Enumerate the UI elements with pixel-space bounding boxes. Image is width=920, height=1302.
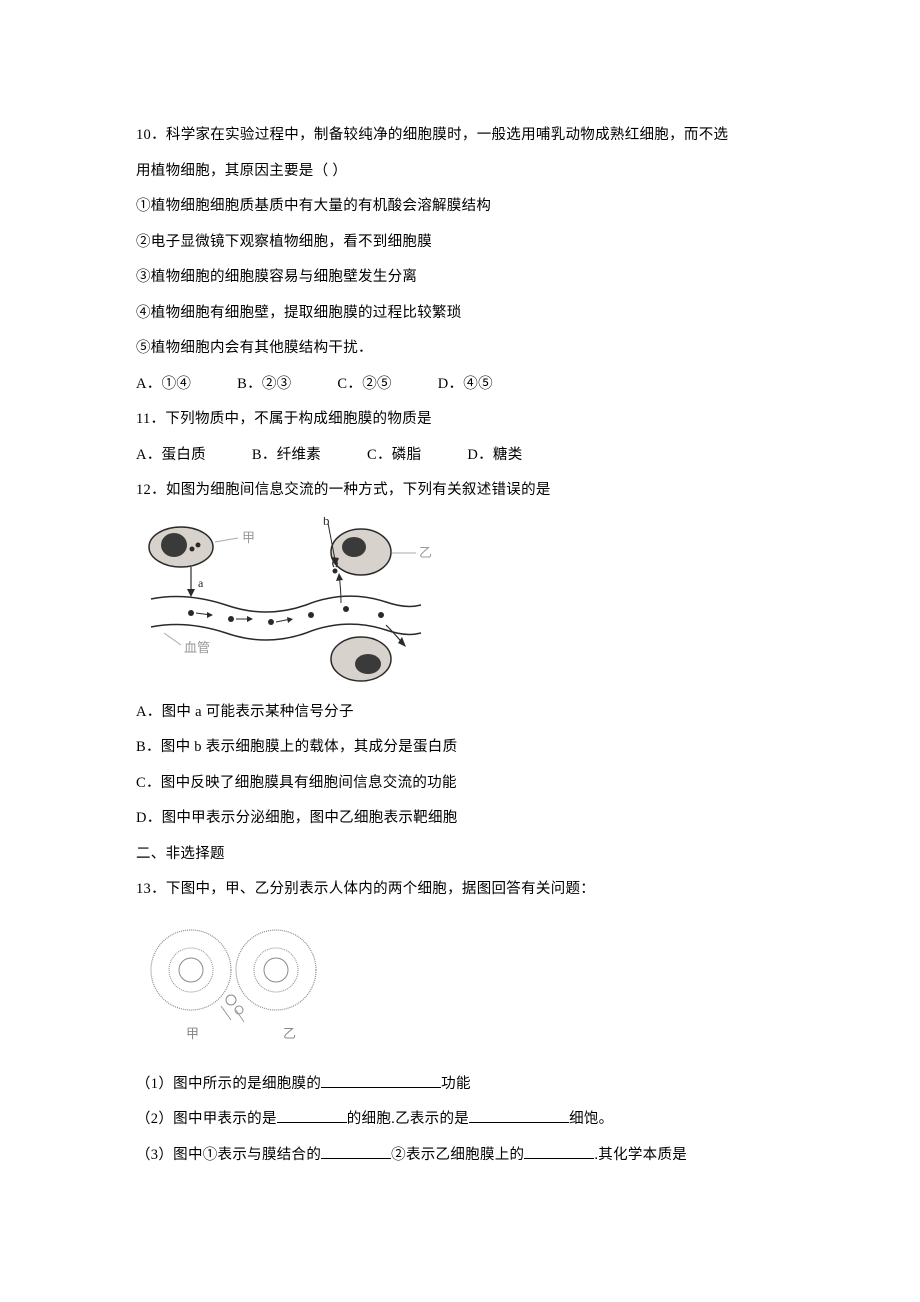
q12-option-b: B．图中 b 表示细胞膜上的载体，其成分是蛋白质 (136, 730, 784, 766)
signal-line1 (221, 1006, 231, 1020)
vessel-dot2 (228, 616, 234, 622)
signal1 (226, 995, 236, 1005)
q13-sub3-blank2 (524, 1144, 594, 1159)
vessel-arrowhead1 (207, 612, 213, 618)
q13-sub3-text-b: ②表示乙细胞膜上的 (391, 1147, 524, 1163)
q13-sub2-text-c: 细饱。 (569, 1111, 613, 1127)
q10-item4: ④植物细胞有细胞壁，提取细胞膜的过程比较繁琐 (136, 296, 784, 332)
q10-item2: ②电子显微镜下观察植物细胞，看不到细胞膜 (136, 225, 784, 261)
q12-option-a: A．图中 a 可能表示某种信号分子 (136, 695, 784, 731)
label-blood-line (164, 633, 181, 645)
q12-stem: 12．如图为细胞间信息交流的一种方式，下列有关叙述错误的是 (136, 473, 784, 509)
q12-option-d: D．图中甲表示分泌细胞，图中乙细胞表示靶细胞 (136, 801, 784, 837)
q10-option-d: D．④⑤ (438, 376, 493, 392)
vessel-top (151, 596, 421, 612)
section2-heading: 二、非选择题 (136, 837, 784, 873)
q13-diagram-svg: 甲 乙 (136, 920, 336, 1050)
cell-jia-inner (179, 958, 203, 982)
cell-jia-outer (151, 930, 231, 1010)
up-arrow-yi-head (336, 573, 343, 581)
cell-yi-outer (236, 930, 316, 1010)
cell-jia-dot2 (196, 542, 201, 547)
receptor-dot (333, 568, 338, 573)
cell-third-nucleus (355, 654, 381, 674)
q11-options: A．蛋白质 B．纤维素 C．磷脂 D．糖类 (136, 438, 784, 474)
q13-sub2: （2）图中甲表示的是 的细胞.乙表示的是 细饱。 (136, 1102, 784, 1138)
q13-sub2-blank2 (469, 1109, 569, 1124)
q13-sub1-text-a: （1）图中所示的是细胞膜的 (136, 1076, 321, 1092)
q13-sub3-blank1 (321, 1144, 391, 1159)
q11-option-b: B．纤维素 (252, 447, 321, 463)
vessel-dot4 (308, 612, 314, 618)
q13-sub1-blank (321, 1073, 441, 1088)
label-blood-text: 血管 (184, 640, 210, 655)
q10-option-b: B．②③ (237, 376, 291, 392)
cell-yi-inner (264, 958, 288, 982)
label-jia-line (215, 538, 238, 542)
q11-stem: 11．下列物质中，不属于构成细胞膜的物质是 (136, 402, 784, 438)
vessel-bottom (151, 624, 421, 640)
q10-item3: ③植物细胞的细胞膜容易与细胞壁发生分离 (136, 260, 784, 296)
cell-yi-nucleus (342, 537, 366, 557)
vessel-dot6 (378, 612, 384, 618)
label-a-text: a (198, 576, 204, 590)
cell-jia-dot1 (190, 546, 195, 551)
q10-stem-line2: 用植物细胞，其原因主要是（ ） (136, 154, 784, 190)
vessel-arrowhead3 (287, 617, 293, 623)
vessel-dot1 (188, 610, 194, 616)
q13-sub1-text-b: 功能 (441, 1076, 471, 1092)
q10-item1: ①植物细胞细胞质基质中有大量的有机酸会溶解膜结构 (136, 189, 784, 225)
q10-stem-line1: 10．科学家在实验过程中，制备较纯净的细胞膜时，一般选用哺乳动物成熟红细胞，而不… (136, 118, 784, 154)
q10-option-c: C．②⑤ (337, 376, 391, 392)
q13-sub2-text-a: （2）图中甲表示的是 (136, 1111, 277, 1127)
label-jia-text: 甲 (242, 530, 255, 545)
q13-diagram: 甲 乙 (136, 916, 784, 1059)
vessel-dot5 (343, 606, 349, 612)
q11-option-a: A．蛋白质 (136, 447, 206, 463)
q13-sub3: （3）图中①表示与膜结合的 ②表示乙细胞膜上的 .其化学本质是 (136, 1138, 784, 1174)
q11-option-d: D．糖类 (467, 447, 522, 463)
q10-option-a: A．①④ (136, 376, 191, 392)
q12-option-c: C．图中反映了细胞膜具有细胞间信息交流的功能 (136, 766, 784, 802)
q11-option-c: C．磷脂 (367, 447, 421, 463)
q10-options: A．①④ B．②③ C．②⑤ D．④⑤ (136, 367, 784, 403)
q13-sub2-blank1 (277, 1109, 347, 1124)
q12-diagram: 甲 乙 b a (136, 517, 784, 687)
q13-stem: 13．下图中，甲、乙分别表示人体内的两个细胞，据图回答有关问题： (136, 872, 784, 908)
cell-yi-mid (254, 948, 298, 992)
label-yi-text: 乙 (283, 1026, 296, 1041)
q13-sub3-text-a: （3）图中①表示与膜结合的 (136, 1147, 321, 1163)
q13-sub2-text-b: 的细胞.乙表示的是 (347, 1111, 469, 1127)
cell-jia-mid (169, 948, 213, 992)
q13-sub1: （1）图中所示的是细胞膜的 功能 (136, 1067, 784, 1103)
cell-jia-nucleus (161, 533, 187, 557)
vessel-arrowhead2 (247, 616, 253, 622)
a-arrow-head (187, 589, 195, 597)
label-jia-text: 甲 (186, 1026, 199, 1041)
vessel-dot3 (268, 619, 274, 625)
label-yi-text: 乙 (419, 545, 432, 560)
label-b-text: b (323, 517, 330, 528)
q10-item5: ⑤植物细胞内会有其他膜结构干扰． (136, 331, 784, 367)
q13-sub3-text-c: .其化学本质是 (594, 1147, 687, 1163)
q12-diagram-svg: 甲 乙 b a (136, 517, 436, 682)
